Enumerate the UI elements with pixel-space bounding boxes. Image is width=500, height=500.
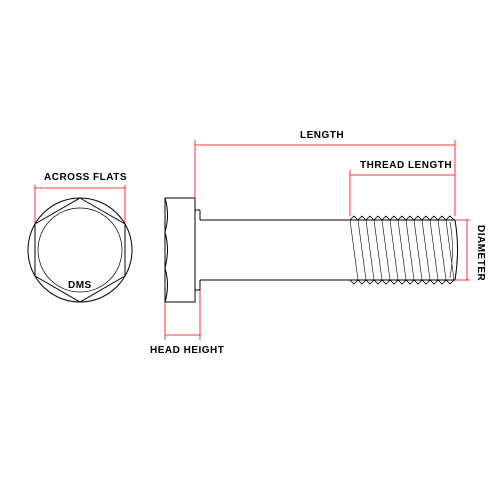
thread-length-label: THREAD LENGTH	[360, 160, 452, 171]
across-flats-dimension	[35, 185, 125, 224]
bolt-side-view	[165, 198, 458, 302]
head-height-label: HEAD HEIGHT	[150, 345, 224, 356]
across-flats-label: ACROSS FLATS	[44, 172, 127, 183]
dms-label: DMS	[68, 280, 92, 291]
diameter-label: DIAMETER	[475, 225, 486, 281]
length-dimension	[195, 140, 455, 216]
bolt-diagram	[0, 0, 500, 500]
thread-length-dimension	[350, 170, 455, 216]
length-label: LENGTH	[300, 130, 344, 141]
